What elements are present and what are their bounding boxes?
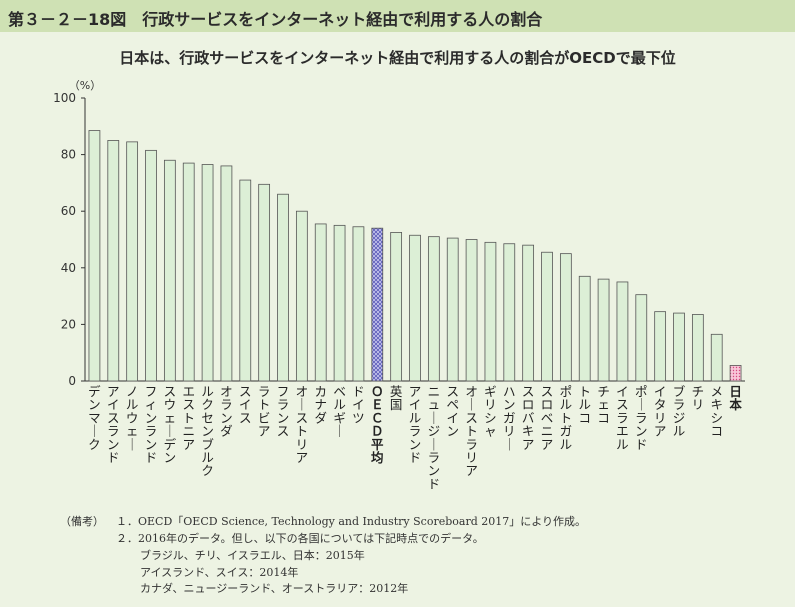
y-tick-label: 100 [53,91,76,105]
bar-12 [314,223,327,382]
y-tick-label: 80 [61,148,76,162]
x-tick-label: メキシコ [710,384,723,439]
bar-24 [541,251,553,382]
x-tick-label: ニュ｜ジ｜ランド [428,384,441,491]
x-tick-label: オ｜ストラリア [465,384,478,478]
bar-11 [295,210,308,382]
x-tick-label: フランス [277,384,290,439]
figure-header: 第３－２－18図 行政サービスをインターネット経由で利用する人の割合 [0,0,795,32]
x-tick-label: ブラジル [673,384,686,439]
bar-21 [484,241,497,382]
y-tick-label: 40 [61,261,76,275]
bar-31 [673,312,685,382]
bar-28 [616,281,629,382]
bar-14 [352,226,365,382]
note-line-3: ブラジル、チリ、イスラエル、日本：2015年 [140,549,365,562]
figure-title: 第３－２－18図 行政サービスをインターネット経由で利用する人の割合 [8,10,543,29]
bar-20 [465,239,478,382]
bar-34 [729,365,742,382]
x-tick-label: ノルウェ｜ [126,384,139,452]
y-axis: 0 20 40 60 80 100（%） [53,79,745,388]
x-tick-label: ドイツ [352,384,365,425]
bar-29 [635,294,648,382]
x-tick-label: ハンガリ｜ [503,384,516,452]
notes-label: （備考） [60,515,104,528]
y-tick-label: 60 [61,204,76,218]
x-tick-label: ギリシャ [484,384,497,439]
x-tick-label: イタリア [654,384,667,439]
bar-7 [220,165,233,382]
bar-4 [163,159,176,382]
y-tick-label: 20 [61,317,76,331]
bar-3 [145,149,157,382]
x-tick-label: スロバキア [522,384,535,452]
note-line-1: １．OECD「OECD Science, Technology and Indu… [116,515,587,528]
bar-18 [427,236,440,382]
bar-25 [559,253,572,382]
bar-23 [522,244,535,382]
y-tick-label: 0 [68,374,76,388]
bar-32 [691,314,704,382]
bar-33 [710,333,723,382]
x-tick-label: イスラエル [616,384,629,452]
x-tick-label: スウェ｜デン [164,384,177,465]
x-tick-label: アイルランド [409,384,422,465]
bar-6 [201,164,214,382]
bar-5 [182,162,195,382]
bar-27 [597,278,610,382]
note-line-2: ２．2016年のデータ。但し、以下の各国については下記時点でのデータ。 [116,532,484,545]
bar-17 [409,234,421,382]
x-tick-label: デンマ｜ク [88,384,101,452]
x-tick-label: オランダ [220,384,233,439]
bar-22 [503,243,516,382]
bar-26 [578,275,591,382]
bar-19 [446,237,459,382]
bars [88,130,742,382]
note-line-5: カナダ、ニュージーランド、オーストラリア：2012年 [140,582,409,595]
x-tick-label: トルコ [578,384,591,425]
x-tick-label: フィンランド [145,384,158,465]
x-tick-label: アイスランド [107,384,120,465]
x-tick-label: ポ｜ランド [635,384,648,452]
bar-2 [126,141,139,382]
bar-16 [390,232,403,382]
y-axis-unit: （%） [69,79,101,92]
x-tick-label: カナダ [314,384,327,425]
bar-30 [654,311,667,382]
x-tick-label: スロベニア [541,384,554,452]
bar-13 [333,224,346,382]
x-tick-label: チリ [692,384,705,412]
bar-10 [277,193,289,382]
bar-1 [107,140,120,382]
x-tick-label: スイス [239,384,252,425]
note-line-4: アイスランド、スイス：2014年 [140,566,299,579]
x-tick-label: チェコ [597,384,610,425]
chart-title: 日本は、行政サービスをインターネット経由で利用する人の割合がOECDで最下位 [119,49,676,67]
x-tick-label: ＯＥＣＤ平均 [371,384,384,465]
x-tick-label: 英国 [390,384,403,412]
x-tick-label: ラトビア [258,384,271,439]
x-tick-label: 日本 [729,384,742,412]
x-tick-label: エストニア [182,384,195,452]
bar-15 [371,227,384,382]
x-tick-label: スペイン [446,384,459,439]
x-tick-label: ポルトガル [560,384,573,452]
bar-9 [258,183,271,382]
bar-0 [88,130,101,382]
x-tick-label: オ｜ストリア [296,384,309,465]
bar-8 [239,179,252,382]
x-tick-label: ベルギ｜ [333,384,346,439]
x-tick-label: ルクセンブルク [201,384,214,478]
